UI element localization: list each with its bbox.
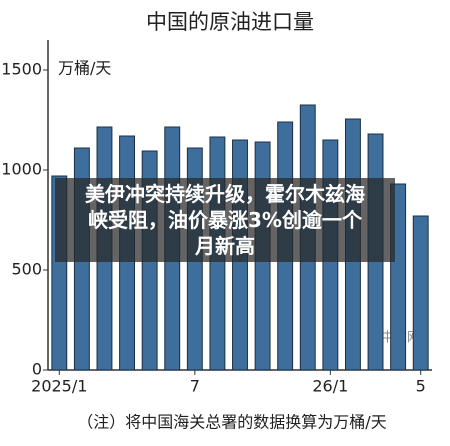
x-tick-label: 5 bbox=[416, 377, 426, 396]
y-tick-label: 500 bbox=[11, 260, 42, 279]
note: （注）将中国海关总署的数据换算为万桶/天 bbox=[77, 413, 386, 432]
y-tick-label: 1000 bbox=[1, 160, 42, 179]
bar bbox=[412, 215, 429, 371]
y-axis-label: 万桶/天 bbox=[58, 59, 111, 78]
x-tick-label: 2025/1 bbox=[31, 377, 87, 396]
x-tick-label: 7 bbox=[190, 377, 200, 396]
x-tick-label: 26/1 bbox=[312, 377, 348, 396]
y-tick-label: 1500 bbox=[1, 60, 42, 79]
headline-box: 美伊冲突持续升级，霍尔木兹海峡受阻，油价暴涨3%创逾一个月新高 bbox=[55, 178, 395, 262]
y-tick-label: 0 bbox=[32, 360, 42, 379]
chart-title: 中国的原油进口量 bbox=[146, 10, 314, 34]
headline: 美伊冲突持续升级，霍尔木兹海峡受阻，油价暴涨3%创逾一个月新高 bbox=[85, 182, 365, 258]
